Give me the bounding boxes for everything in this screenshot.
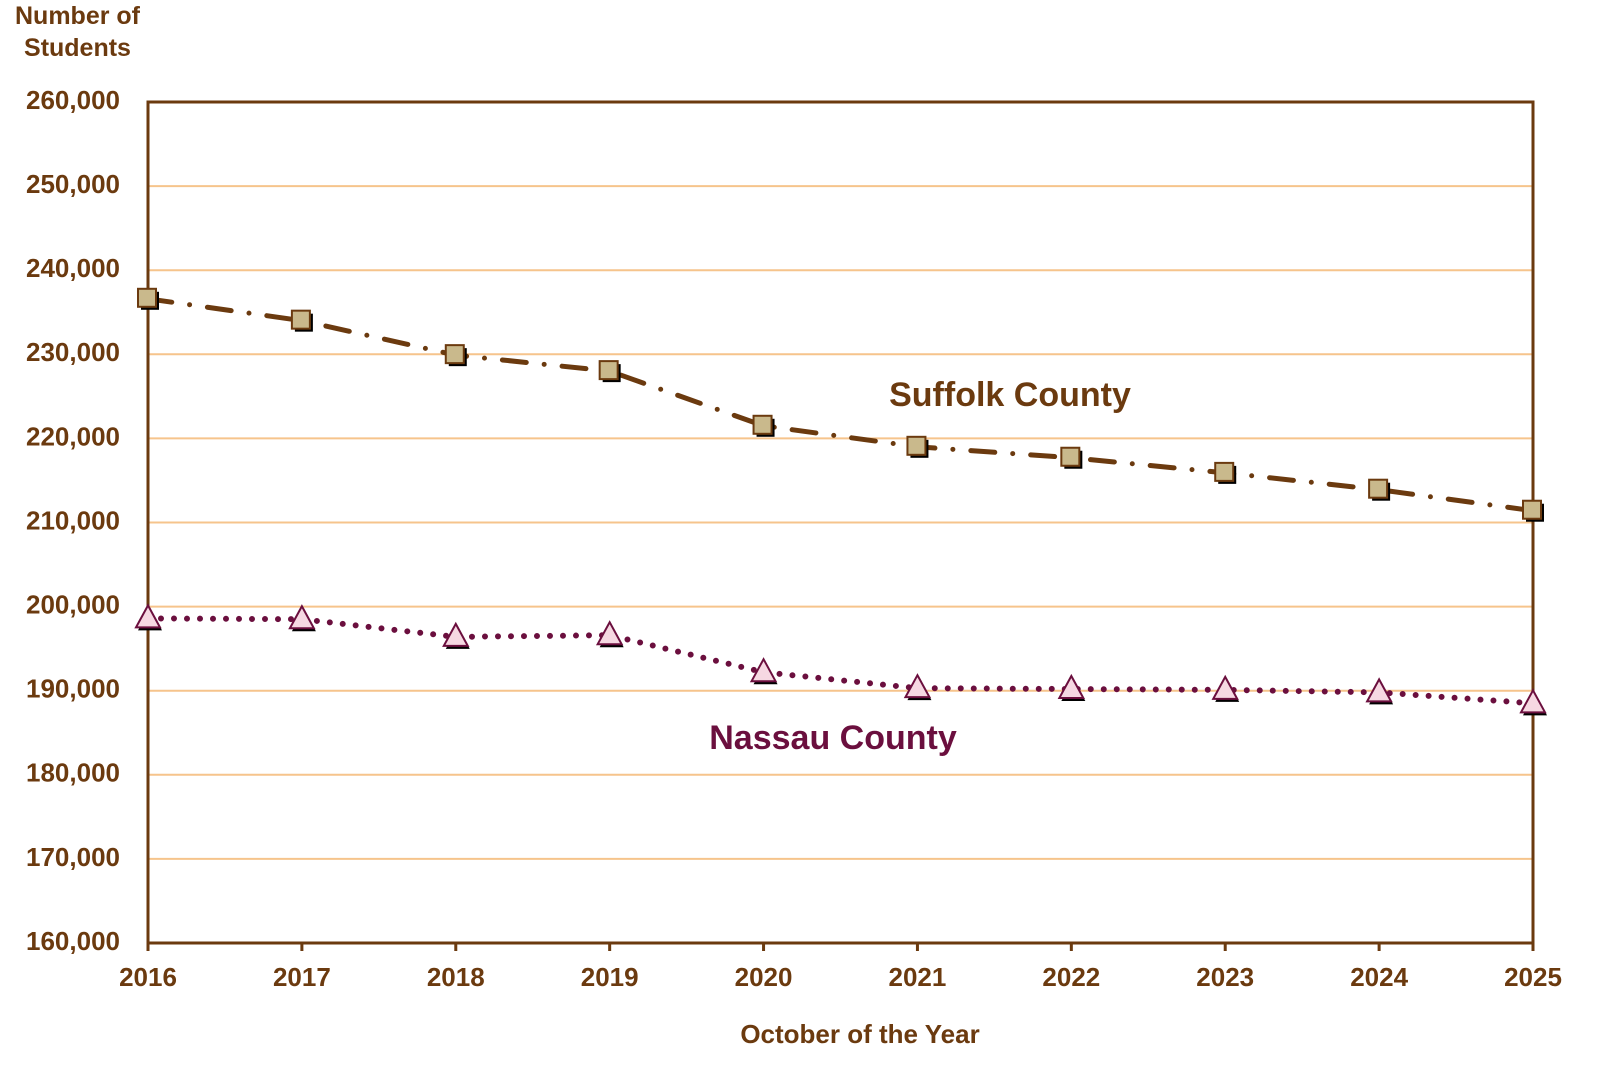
marker [288,604,316,630]
marker [137,287,157,308]
marker [906,435,927,456]
y-tick-label: 260,000 [26,85,120,115]
y-tick-label: 190,000 [26,674,120,704]
x-tick-label: 2024 [1350,962,1408,992]
marker [1368,478,1389,499]
marker [1522,499,1542,520]
marker [1060,446,1081,467]
series-line [145,615,1536,707]
y-tick-label: 210,000 [26,505,120,535]
marker [134,603,162,629]
marker [1519,688,1547,714]
y-tick-label: 200,000 [26,589,120,619]
marker [290,309,311,330]
x-tick-label: 2018 [427,962,485,992]
marker [752,414,773,435]
x-tick-label: 2022 [1042,962,1100,992]
y-tick-label: 220,000 [26,421,120,451]
x-tick-label: 2016 [119,962,177,992]
y-tick-label: 230,000 [26,337,120,367]
marker [903,673,932,699]
x-tick-label: 2019 [581,962,639,992]
y-tick-label: 250,000 [26,169,120,199]
marker [1057,673,1086,700]
x-tick-label: 2023 [1196,962,1254,992]
marker [598,360,619,381]
marker [1214,461,1235,482]
marker [595,620,624,646]
marker [749,657,778,683]
x-tick-label: 2017 [273,962,331,992]
y-axis-label: Number of Students [15,2,140,62]
marker [444,344,465,365]
y-tick-label: 170,000 [26,842,120,872]
series-label: Nassau County [709,719,957,757]
x-axis-label: October of the Year [740,1019,979,1049]
y-tick-label: 240,000 [26,253,120,283]
x-tick-label: 2025 [1504,962,1562,992]
plot-frame [146,100,1535,945]
x-tick-label: 2020 [735,962,793,992]
marker [1365,677,1393,703]
series-label: Suffolk County [889,376,1131,414]
marker [1211,674,1239,700]
x-tick-label: 2021 [889,962,947,992]
marker [442,621,470,647]
y-tick-label: 180,000 [26,758,120,788]
y-tick-label: 160,000 [26,926,120,956]
series-line [145,296,1536,514]
